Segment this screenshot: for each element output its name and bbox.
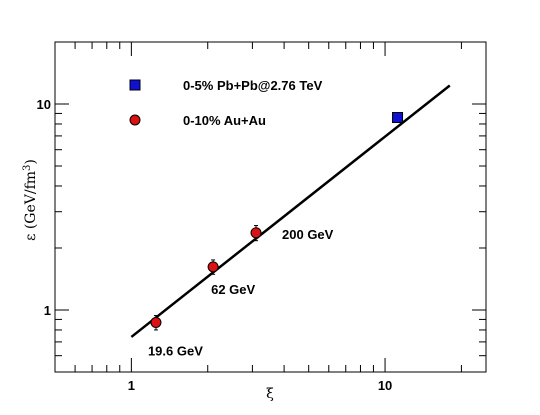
y-axis-title: ε (GeV/fm3) — [22, 159, 39, 241]
axis-tick-labels: 1 10 1 10 — [37, 97, 393, 393]
data-point-circle — [207, 261, 219, 273]
x-tick-label: 10 — [378, 378, 392, 393]
fit-line-group — [130, 84, 451, 338]
fit-line — [130, 84, 451, 338]
y-tick-label: 10 — [37, 97, 51, 112]
legend-marker-square — [129, 79, 141, 91]
x-tick-label: 1 — [128, 378, 135, 393]
legend-label: 0-5% Pb+Pb@2.76 TeV — [183, 78, 323, 93]
legend-label: 0-10% Au+Au — [183, 113, 266, 128]
plot-frame — [54, 41, 487, 373]
point-label: 200 GeV — [282, 227, 334, 242]
data-points — [150, 111, 404, 331]
x-axis-title: ξ — [266, 386, 274, 402]
point-annotations: 19.6 GeV 62 GeV 200 GeV — [148, 227, 334, 359]
data-point-square — [392, 111, 404, 123]
axis-ticks — [54, 41, 486, 373]
data-point-circle — [150, 316, 162, 328]
y-tick-label: 1 — [44, 303, 51, 318]
point-label: 62 GeV — [211, 282, 255, 297]
legend-marker-circle — [129, 114, 141, 126]
legend: 0-5% Pb+Pb@2.76 TeV 0-10% Au+Au — [129, 78, 323, 128]
data-point-circle — [250, 227, 262, 239]
point-label: 19.6 GeV — [148, 343, 203, 358]
